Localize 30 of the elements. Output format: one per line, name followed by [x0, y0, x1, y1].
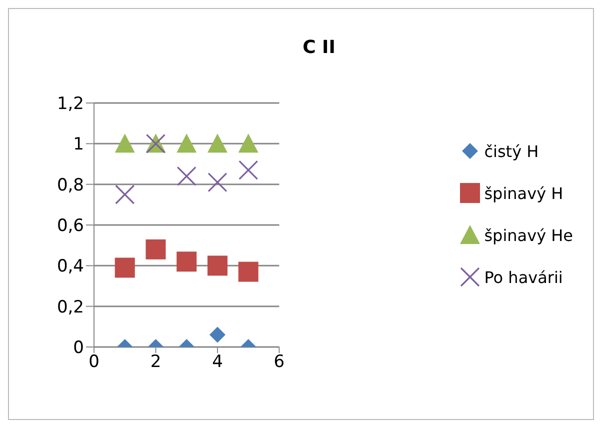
x-tick-label: 0 [88, 352, 100, 372]
point [114, 134, 135, 153]
point [238, 160, 258, 180]
point [176, 252, 197, 272]
point [176, 134, 197, 153]
legend-label: špinavý H [484, 184, 564, 202]
y-tick-label: 0,4 [56, 256, 84, 277]
y-tick-label: 0,8 [56, 175, 84, 196]
point [207, 256, 228, 276]
x-tick-label: 2 [150, 352, 162, 372]
point [207, 134, 228, 153]
point [209, 326, 226, 343]
point [238, 262, 258, 282]
point [208, 172, 228, 192]
x-tick-label: 4 [212, 352, 223, 372]
y-tick-label: 0,6 [56, 216, 84, 236]
legend-label: čistý H [484, 142, 539, 160]
point [238, 134, 258, 153]
y-tick-label: 1,2 [56, 94, 84, 114]
point [176, 166, 196, 186]
point [146, 239, 166, 260]
text: C II [302, 37, 336, 58]
legend-label: Po havárii [484, 268, 563, 286]
y-tick-label: 0,2 [56, 297, 84, 318]
y-tick-label: 0 [73, 338, 84, 358]
y-tick-label: 1 [73, 134, 84, 155]
legend-label: špinavý He [484, 226, 573, 244]
point [115, 184, 135, 204]
point [114, 258, 135, 278]
x-tick-label: 6 [274, 352, 285, 372]
